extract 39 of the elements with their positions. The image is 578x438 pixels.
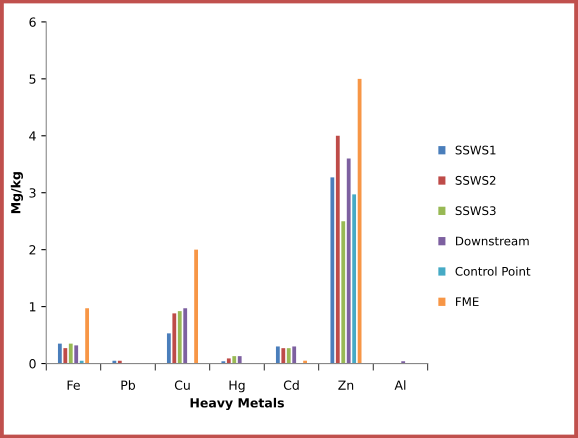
x-tick-label: Hg [230,380,245,392]
bar [58,344,62,364]
x-tick-label: Fe [68,380,80,390]
x-tick-label: Cd [284,380,299,390]
legend-label: FME [456,297,479,306]
bar [112,360,116,364]
bar [85,308,90,364]
y-tick-label: 2 [29,245,36,254]
bar [194,250,198,364]
y-tick-label: 4 [29,131,36,141]
bar [276,346,280,364]
bar [166,333,171,364]
bar [178,311,182,364]
bar [330,177,334,364]
legend-label: SSWS2 [456,176,496,185]
y-tick-label: 0 [29,359,36,368]
y-tick-label: 5 [30,74,36,84]
x-tick-label: Al [394,380,406,390]
bar [346,158,351,364]
y-tick-label: 6 [29,17,36,27]
y-axis-title: Mg/kg [10,172,24,214]
x-tick-label: Pb [121,380,136,390]
bar [172,313,176,364]
x-axis-title: Heavy Metals [190,398,284,410]
legend-label: SSWS3 [456,206,496,216]
y-tick-label: 3 [30,188,36,198]
bar [352,194,356,364]
bar [341,221,346,364]
bar [183,308,188,364]
bar [68,344,73,364]
y-tick-label: 1 [30,302,36,312]
bar [358,78,362,364]
bar [336,136,340,364]
bar [303,360,308,364]
legend-label: SSWS1 [456,146,496,155]
x-tick-label: Cu [174,380,190,390]
x-tick-label: Zn [338,380,354,390]
legend-label: Control Point [456,266,530,276]
legend-label: Downstream [456,236,529,246]
